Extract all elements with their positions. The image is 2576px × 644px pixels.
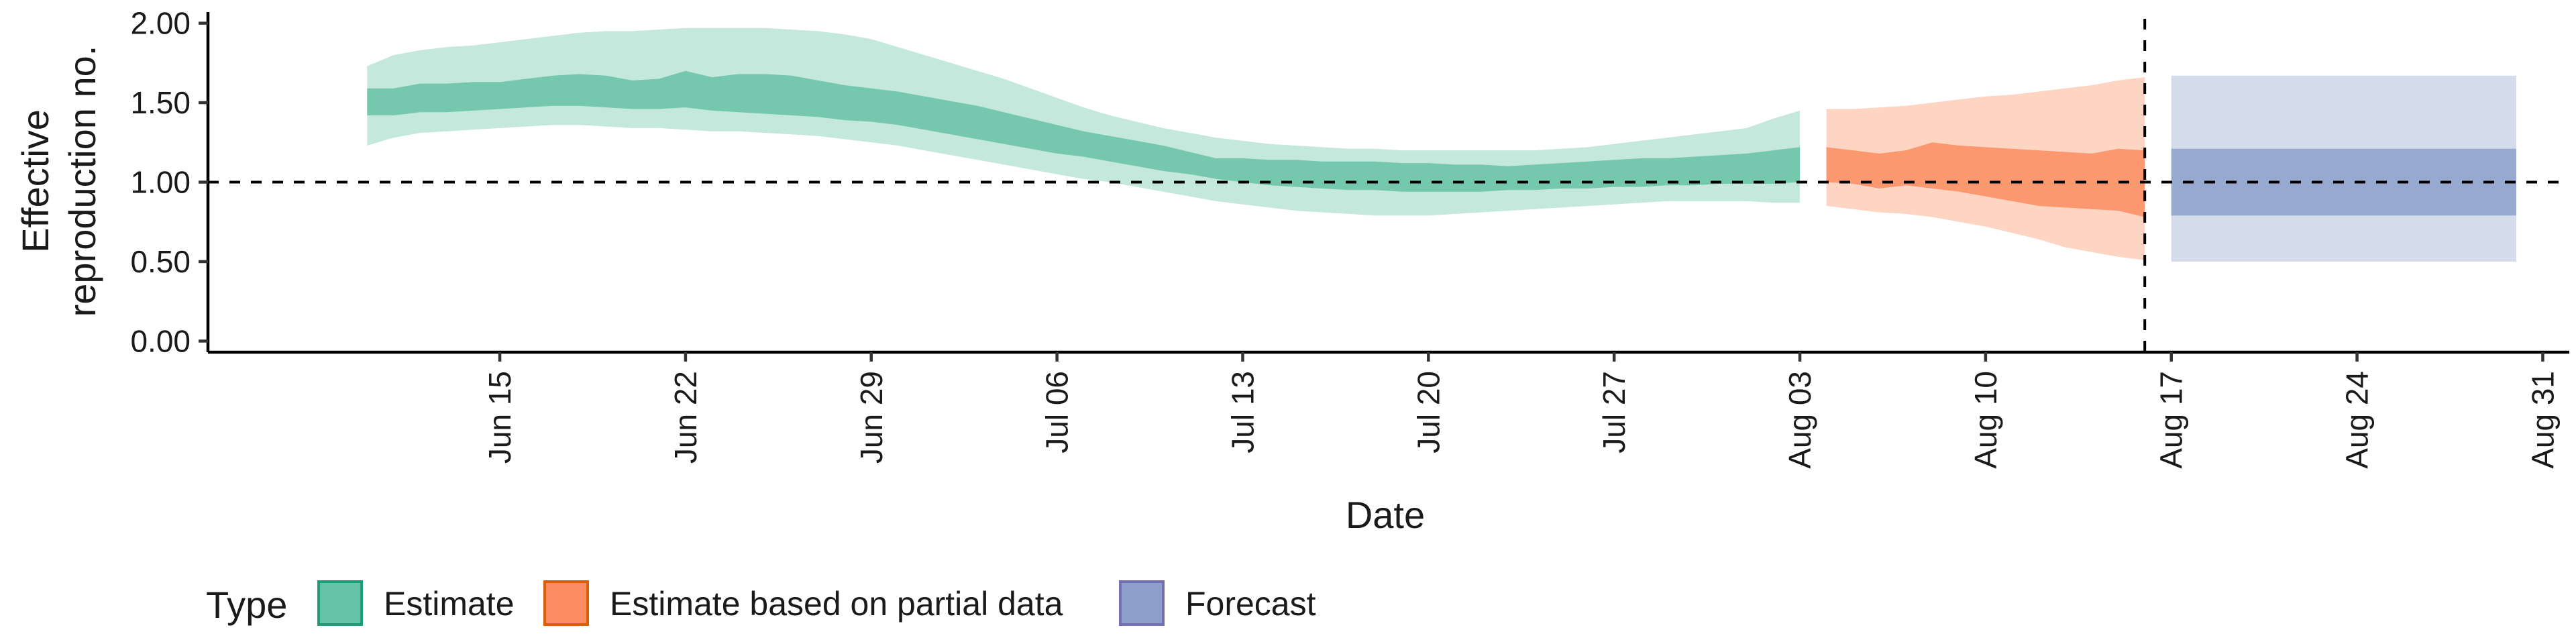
estimate-based-on-partial-data-band-50 <box>1826 142 2145 217</box>
x-tick-label: Aug 03 <box>1782 371 1817 469</box>
axes: 0.00 0.50 1.00 1.50 2.00 Jun 15 Jun 22 Jun 29 Ju… <box>130 6 2569 469</box>
x-tick-label: Jun 22 <box>668 371 703 464</box>
x-tick-label: Jul 20 <box>1411 371 1446 453</box>
x-tick-label: Jul 13 <box>1226 371 1260 453</box>
x-tick-label: Aug 24 <box>2340 371 2375 469</box>
legend-title: Type <box>206 584 287 626</box>
legend-item-estimate: Estimate <box>317 580 515 626</box>
legend-swatch-partial <box>543 580 589 626</box>
y-tick-label: 1.50 <box>130 85 191 120</box>
x-axis-title: Date <box>1346 494 1425 536</box>
y-tick-label: 1.00 <box>130 165 191 200</box>
y-axis-title-line-1: Effective <box>14 109 56 253</box>
x-tick-label: Aug 17 <box>2154 371 2189 469</box>
x-tick-label: Aug 31 <box>2525 371 2560 469</box>
x-tick-label: Jun 29 <box>854 371 889 464</box>
plot-bands <box>367 28 2516 262</box>
legend: Type Estimate Estimate based on partial … <box>206 580 1316 626</box>
legend-label-forecast: Forecast <box>1185 585 1316 623</box>
legend-label-partial: Estimate based on partial data <box>610 585 1063 623</box>
y-axis-title-line-2: reproduction no. <box>61 46 103 317</box>
legend-swatch-estimate <box>317 580 363 626</box>
reference-lines <box>208 19 2569 352</box>
legend-item-forecast: Forecast <box>1119 580 1316 626</box>
x-tick-label: Jun 15 <box>482 371 517 464</box>
legend-swatch-forecast <box>1119 580 1165 626</box>
x-tick-label: Jul 27 <box>1597 371 1631 453</box>
x-tick-label: Aug 10 <box>1968 371 2003 469</box>
legend-label-estimate: Estimate <box>384 585 515 623</box>
estimate-band-50 <box>367 70 1800 192</box>
legend-item-partial: Estimate based on partial data <box>543 580 1063 626</box>
y-tick-label: 2.00 <box>130 6 191 41</box>
x-tick-label: Jul 06 <box>1040 371 1075 453</box>
y-tick-label: 0.00 <box>130 323 191 358</box>
y-tick-label: 0.50 <box>130 244 191 279</box>
